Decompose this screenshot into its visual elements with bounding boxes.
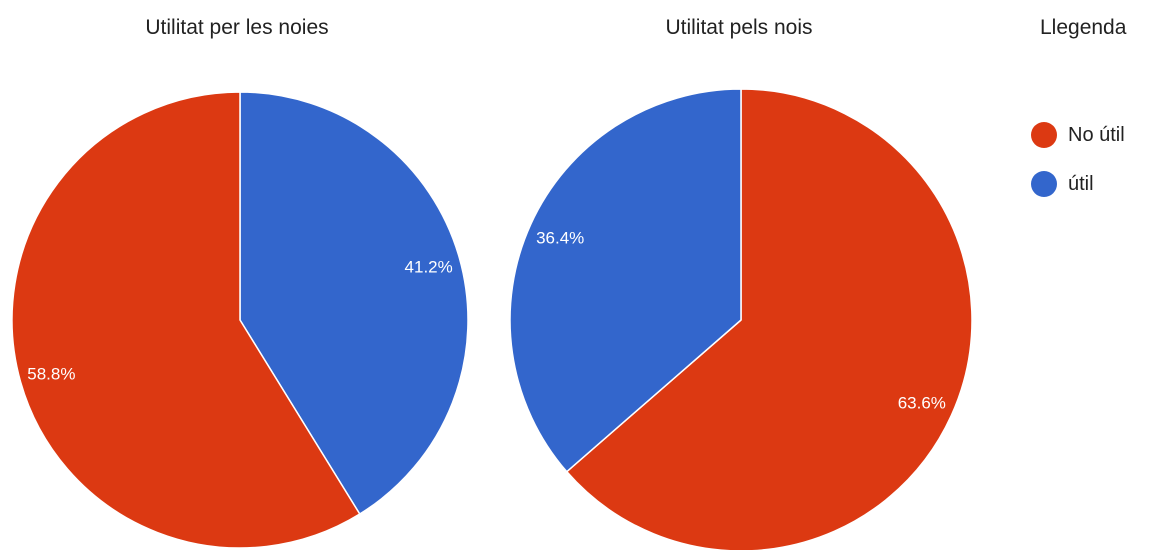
legend-item-no-util: No útil [1031, 122, 1125, 148]
legend-swatch-no-util [1031, 122, 1057, 148]
pie-slice-no-útil [11, 91, 361, 549]
legend-label-util: útil [1068, 172, 1094, 195]
legend-item-util: útil [1031, 171, 1094, 197]
chart-title-girls: Utilitat per les noies [145, 16, 329, 39]
legend-swatch-util [1031, 171, 1057, 197]
slice-value-label: 36.4% [536, 229, 584, 248]
pie-slice-no-útil [566, 88, 973, 550]
slice-value-label: 58.8% [27, 365, 75, 384]
legend-label-no-util: No útil [1068, 123, 1125, 146]
slice-value-label: 63.6% [898, 393, 946, 412]
chart-title-boys: Utilitat pels nois [665, 16, 813, 39]
pie-slice-útil [509, 88, 742, 473]
slice-value-label: 41.2% [405, 257, 453, 276]
pie-girls: 41.2% 58.8% [11, 91, 469, 549]
pie-boys: 63.6% 36.4% [509, 88, 973, 550]
legend-title: Llegenda [1040, 16, 1127, 39]
pie-slice-útil [239, 91, 469, 515]
